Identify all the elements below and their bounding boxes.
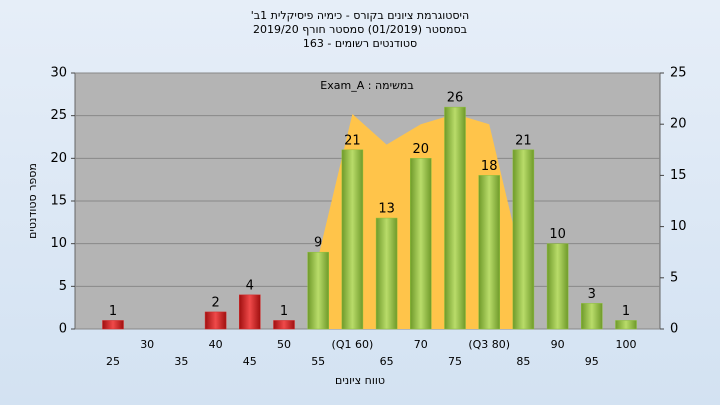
- bar: [307, 251, 329, 330]
- x-tick-label: 25: [106, 355, 120, 368]
- bar: [204, 311, 227, 330]
- chart-subtitle: בסמסטר (01/2019) סמסטר חורף 2019/20: [253, 23, 467, 36]
- value-label: 2: [211, 295, 219, 310]
- value-label: 4: [246, 278, 254, 293]
- x-tick-label: 50: [277, 338, 291, 351]
- x-tick-label: 70: [414, 338, 428, 351]
- y2-tick-label: 0: [670, 322, 678, 337]
- bar: [102, 320, 124, 330]
- x-tick-label: (Q3 80): [468, 338, 510, 351]
- value-label: 9: [314, 236, 322, 251]
- value-label: 21: [515, 133, 532, 148]
- x-axis-label: טווח ציונים: [335, 374, 385, 387]
- y2-tick-label: 10: [670, 219, 687, 234]
- y-tick-label: 15: [50, 194, 67, 209]
- value-label: 13: [378, 202, 395, 217]
- value-label: 26: [447, 91, 464, 106]
- bar: [239, 294, 261, 330]
- y2-tick-label: 15: [670, 168, 687, 183]
- bar: [410, 158, 432, 330]
- bar: [512, 149, 535, 330]
- annotation: במשימה : Exam_A: [320, 79, 413, 92]
- value-label: 3: [588, 287, 596, 302]
- x-tick-label: 40: [209, 338, 223, 351]
- value-label: 10: [549, 227, 566, 242]
- bar: [375, 217, 398, 330]
- x-tick-label: (Q1 60): [332, 338, 374, 351]
- y-axis-label: מספר סטודנטים: [26, 163, 39, 239]
- value-label: 18: [481, 159, 498, 174]
- value-label: 1: [280, 304, 288, 319]
- y2-tick-label: 5: [670, 270, 678, 285]
- y-tick-label: 5: [59, 279, 67, 294]
- bar: [341, 149, 364, 330]
- y-tick-label: 0: [59, 322, 67, 337]
- x-tick-label: 75: [448, 355, 462, 368]
- y-tick-label: 25: [50, 108, 67, 123]
- bar: [615, 320, 637, 330]
- y2-tick-label: 25: [670, 66, 687, 81]
- value-label: 20: [413, 142, 430, 157]
- y-tick-label: 20: [50, 151, 67, 166]
- bar: [444, 106, 466, 330]
- bar: [478, 175, 500, 330]
- x-tick-label: 100: [616, 338, 637, 351]
- value-label: 21: [344, 133, 361, 148]
- x-tick-label: 30: [140, 338, 154, 351]
- x-tick-label: 35: [174, 355, 188, 368]
- bar: [581, 303, 603, 330]
- y2-tick-label: 20: [670, 117, 687, 132]
- y-tick-label: 30: [50, 66, 67, 81]
- x-tick-label: 45: [243, 355, 257, 368]
- x-tick-label: 55: [311, 355, 325, 368]
- x-tick-label: 90: [551, 338, 565, 351]
- chart-subtitle: סטודנטים רשומים - 163: [303, 37, 417, 50]
- bar: [546, 243, 569, 330]
- bar: [273, 320, 295, 330]
- x-tick-label: 95: [585, 355, 599, 368]
- y-tick-label: 10: [50, 236, 67, 251]
- value-label: 1: [622, 304, 630, 319]
- value-label: 1: [109, 304, 117, 319]
- x-tick-label: 65: [380, 355, 394, 368]
- x-tick-label: 85: [516, 355, 530, 368]
- chart-title: היסטוגרמת ציונים בקורס - כימיה פיסיקלית …: [251, 9, 469, 22]
